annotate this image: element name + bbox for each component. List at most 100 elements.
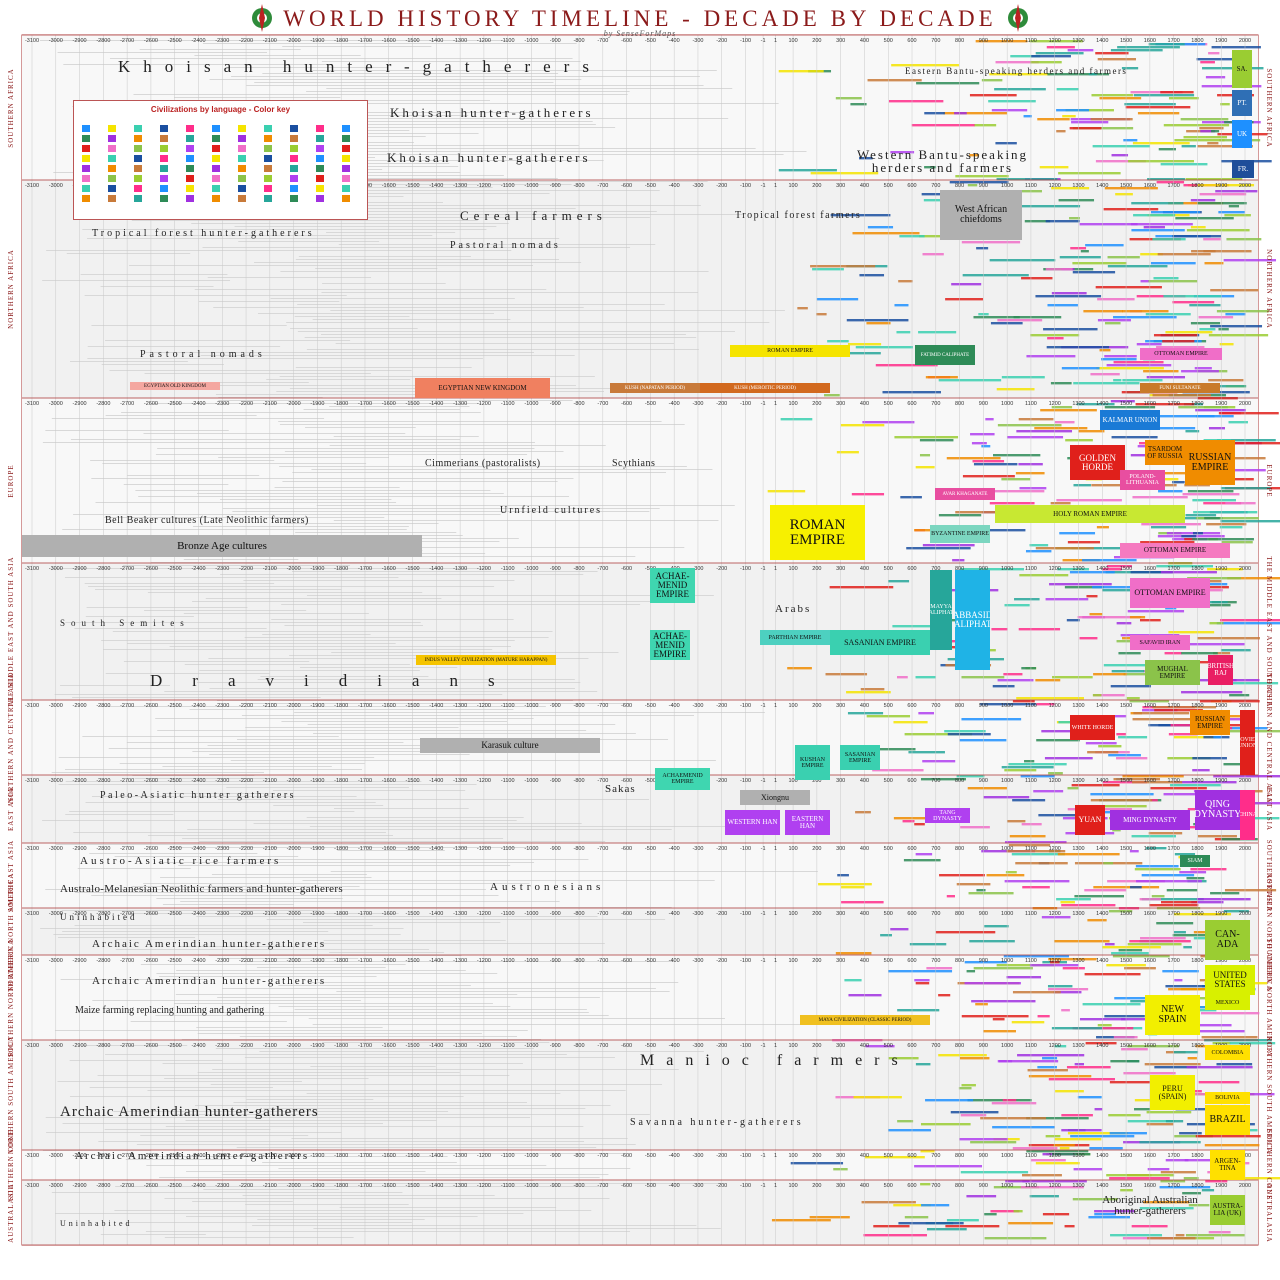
row-rule [133,94,628,95]
year-tick-label: -900 [550,846,561,852]
polity-block: UMAYYAD CALIPHATE [930,570,952,650]
strip [1008,1222,1054,1225]
strip [960,1114,987,1117]
row-rule [155,1015,609,1016]
strip [1079,1018,1128,1021]
strip [1212,457,1266,460]
year-tick-label: -2800 [96,566,110,572]
strip [1185,178,1243,181]
year-tick-label: -1500 [406,911,420,917]
legend-swatch [238,155,246,162]
polity-block: FATIMID CALIPHATE [915,345,975,365]
row-rule [162,904,294,905]
year-tick-label: 1800 [1191,778,1203,784]
year-tick-label: -1800 [334,401,348,407]
legend-swatch [134,135,142,142]
region-label-left: AUSTRALASIA [7,1182,15,1243]
row-rule [324,151,807,152]
strip [1153,277,1179,280]
strip [1108,1114,1141,1117]
year-tick-label: -900 [550,958,561,964]
strip [797,307,808,310]
strip [835,97,862,100]
year-tick-label: -3100 [25,1043,39,1049]
region-text: Scythians [612,458,656,469]
row-rule [260,676,429,677]
strip [891,64,959,67]
year-tick-label: 1400 [1096,401,1108,407]
legend-swatch [134,185,142,192]
row-rule [101,364,224,365]
year-tick-label: 100 [789,846,798,852]
strip [1006,976,1042,979]
strip [1190,226,1206,229]
year-tick-label: 1900 [1215,401,1227,407]
year-tick-label: -1400 [429,1043,443,1049]
row-rule [207,745,521,746]
row-rule [45,430,229,431]
year-tick-label: -300 [692,1153,703,1159]
strip [1140,541,1195,544]
row-rule [313,1228,721,1229]
year-tick-label: -400 [669,1043,680,1049]
polity-block: EASTERN HAN [785,810,830,835]
legend-swatch [186,165,194,172]
year-tick-label: 400 [860,778,869,784]
legend-swatch [342,195,350,202]
region-text: Manioc farmers [640,1052,910,1069]
year-tick-label: -3000 [49,703,63,709]
row-rule [119,763,365,764]
year-tick-label: -3000 [49,1183,63,1189]
strip [1220,103,1230,106]
strip [943,112,1008,115]
strip [1016,697,1085,700]
strip [1029,1195,1059,1198]
region-text: Uninhabited [60,912,138,922]
strip [1052,676,1093,679]
strip [1101,358,1137,361]
year-tick-label: 1200 [1049,703,1061,709]
row-rule [308,1018,725,1019]
year-tick-label: -1400 [429,911,443,917]
region-label-left: EAST ASIA [7,786,15,832]
strip [970,433,995,436]
strip [1095,286,1162,289]
strip [1200,130,1216,133]
polity-block: BRITISH RAJ [1208,655,1233,685]
strip [1184,1030,1245,1033]
strip [855,811,871,814]
strip [1183,1177,1199,1180]
strip [1083,310,1123,313]
year-tick-label: -200 [716,38,727,44]
row-rule [95,502,397,503]
strip [1071,784,1120,787]
strip [973,463,1018,466]
year-tick-label: 1900 [1215,846,1227,852]
year-tick-label: -2400 [191,1153,205,1159]
strip [1204,1144,1260,1147]
row-rule [66,253,191,254]
strip [1135,865,1179,868]
strip [1025,550,1052,553]
region-text: Eastern Bantu-speaking herders and farme… [905,66,1128,76]
strip [919,439,954,442]
year-tick-label: 400 [860,183,869,189]
strip [1091,94,1133,97]
strip [1211,46,1261,49]
polity-block: TANG DYNASTY [925,808,970,823]
strip [1196,517,1259,520]
year-tick-label: -2200 [239,566,253,572]
year-tick-label: 1700 [1168,846,1180,852]
strip [1181,535,1197,538]
year-tick-label: -2800 [96,703,110,709]
strip [1152,394,1211,397]
row-rule [257,313,495,314]
row-rule [45,889,486,890]
row-rule [236,1147,597,1148]
row-rule [266,919,666,920]
row-rule [266,379,411,380]
year-tick-label: 1100 [1025,1043,1037,1049]
row-rule [123,661,310,662]
year-tick-label: 800 [955,846,964,852]
year-tick-label: -400 [669,846,680,852]
